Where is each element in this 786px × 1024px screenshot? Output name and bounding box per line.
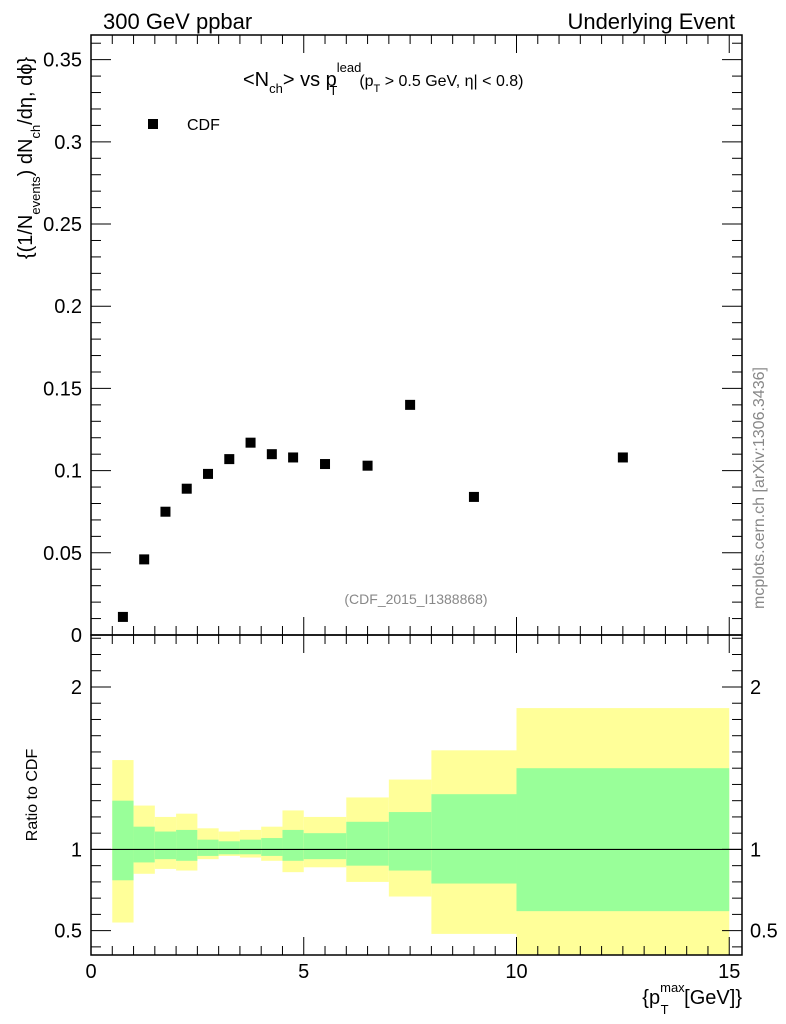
data-point — [468, 491, 479, 502]
legend-marker-cdf — [148, 119, 158, 129]
y-tick-label: 0.35 — [43, 50, 82, 72]
data-point — [405, 399, 416, 410]
ratio-band-green — [261, 838, 283, 856]
axis-ticks — [90, 35, 742, 955]
ratio-band-green — [388, 812, 432, 871]
data-point — [266, 449, 277, 460]
data-point — [139, 554, 150, 565]
ratio-y-tick-label-right: 1 — [750, 839, 761, 861]
ratio-band-green — [431, 794, 517, 884]
x-axis-label: {pmax T [GeV]} — [642, 980, 742, 1017]
plot-title: <Nch> vs plead T(pT > 0.5 GeV, η| < 0.8) — [243, 60, 524, 98]
legend-label-cdf: CDF — [187, 117, 220, 134]
ratio-band-green — [197, 839, 219, 856]
ratio-band-green — [282, 829, 304, 861]
ratio-band-green — [176, 829, 198, 861]
ratio-band-green — [239, 839, 262, 855]
analysis-tag: (CDF_2015_I1388868) — [344, 591, 487, 607]
ratio-band-green — [218, 841, 240, 855]
data-point — [320, 459, 331, 470]
ratio-band-green — [112, 800, 134, 881]
x-tick-label: 15 — [718, 961, 740, 983]
ratio-y-tick-label-right: 2 — [750, 677, 761, 699]
data-point — [245, 437, 256, 448]
header-right: Underlying Event — [567, 9, 735, 34]
x-tick-label: 10 — [505, 961, 527, 983]
data-point — [288, 452, 299, 463]
y-tick-label: 0.2 — [54, 296, 82, 318]
y-tick-label: 0.05 — [43, 543, 82, 565]
x-tick-label: 5 — [298, 961, 309, 983]
ratio-bands — [112, 708, 730, 955]
data-point — [224, 454, 235, 465]
data-point — [160, 506, 171, 517]
y-tick-label: 0 — [71, 625, 82, 647]
data-point — [117, 611, 128, 622]
watermark: mcplots.cern.ch [arXiv:1306.3436] — [751, 367, 768, 609]
ratio-band-green — [154, 831, 177, 860]
x-tick-label: 0 — [85, 961, 96, 983]
data-points — [117, 399, 628, 622]
y-tick-label: 0.25 — [43, 214, 82, 236]
data-point — [181, 483, 192, 494]
data-point — [203, 468, 214, 479]
ratio-band-green — [133, 826, 155, 863]
main-y-axis-label: {(1/Nevents) dNch/dη, dϕ} — [15, 57, 43, 260]
y-tick-label: 0.3 — [54, 132, 82, 154]
tick-labels: 0 5 10 15 0 0.05 0.1 0.15 0.2 0.25 0.3 0.35 0.5 0.5 1 1… — [43, 50, 778, 983]
y-tick-label: 0.15 — [43, 378, 82, 400]
data-point — [362, 460, 373, 471]
ratio-band-green — [346, 821, 389, 866]
ratio-y-axis-label: Ratio to CDF — [24, 749, 41, 842]
ratio-plot-frame — [90, 634, 743, 956]
y-tick-label: 0.1 — [54, 461, 82, 483]
ratio-y-tick-label: 2 — [71, 677, 82, 699]
ratio-band-green — [303, 833, 347, 860]
ratio-y-tick-label: 1 — [71, 839, 82, 861]
header-left: 300 GeV ppbar — [103, 9, 252, 34]
data-point — [617, 452, 628, 463]
ratio-y-tick-label-right: 0.5 — [750, 921, 778, 943]
ratio-y-tick-label: 0.5 — [54, 921, 82, 943]
ratio-band-green — [516, 768, 730, 912]
